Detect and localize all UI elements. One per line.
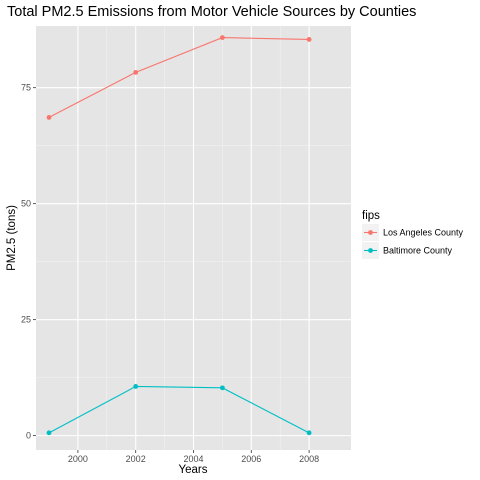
x-tick-label: 2006	[241, 454, 261, 464]
legend-keys: Los Angeles County Baltimore County	[362, 224, 464, 259]
x-tick-label: 2000	[68, 454, 88, 464]
y-tick-label: 75	[21, 83, 31, 93]
chart-title: Total PM2.5 Emissions from Motor Vehicle…	[7, 4, 416, 20]
legend-key-point-los-angeles-county	[368, 230, 373, 235]
y-tick-label: 50	[21, 199, 31, 209]
data-point-baltimore-county	[219, 385, 225, 391]
series-line-los-angeles-county	[48, 37, 310, 118]
data-point-los-angeles-county	[46, 114, 52, 120]
data-point-los-angeles-county	[133, 69, 139, 75]
y-tick-label: 0	[26, 431, 31, 441]
data-point-baltimore-county	[306, 430, 312, 436]
legend-label-baltimore-county: Baltimore County	[383, 246, 453, 256]
data-point-los-angeles-county	[306, 37, 312, 42]
x-axis-title: Years	[179, 464, 208, 476]
legend-key-point-baltimore-county	[368, 248, 373, 253]
legend: fips Los Angeles County Baltimore County	[362, 210, 464, 259]
major-gridlines	[36, 26, 351, 450]
legend-label-los-angeles-county: Los Angeles County	[383, 228, 464, 238]
axis-ticks: 2000 2002 2004 2006 2008 0 25 50 75	[21, 83, 319, 464]
series-line-baltimore-county	[48, 385, 310, 434]
x-tick-label: 2002	[126, 454, 146, 464]
y-tick-label: 25	[21, 315, 31, 325]
x-tick-label: 2008	[299, 454, 319, 464]
y-axis-title: PM2.5 (tons)	[6, 205, 18, 271]
legend-title: fips	[362, 210, 380, 222]
data-point-los-angeles-county	[219, 35, 225, 40]
data-point-baltimore-county	[46, 430, 52, 436]
x-tick-label: 2004	[183, 454, 203, 464]
data-point-baltimore-county	[133, 384, 139, 389]
series-layer	[46, 35, 312, 436]
